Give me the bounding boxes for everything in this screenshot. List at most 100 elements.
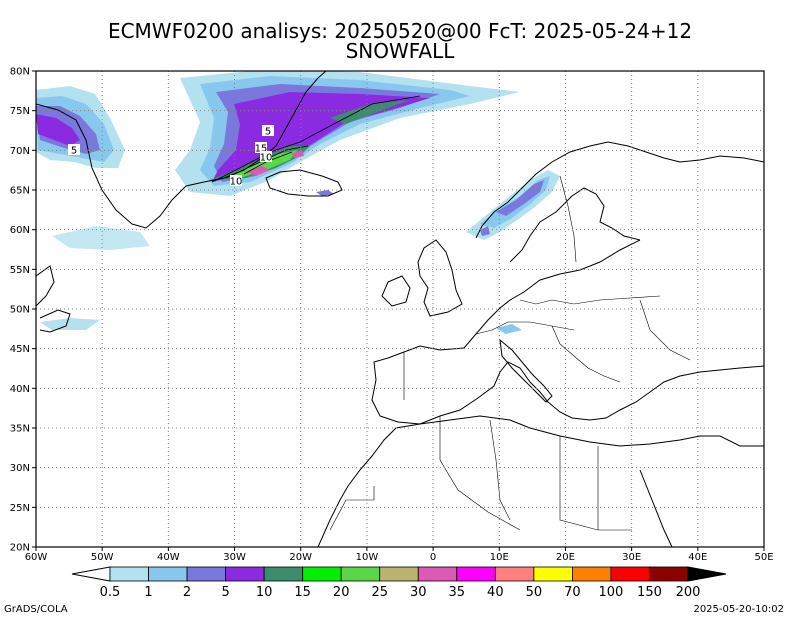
border-line <box>475 321 575 335</box>
colorbar-swatch <box>379 566 419 582</box>
colorbar-swatch <box>610 566 650 582</box>
coastline-labrador <box>36 265 55 307</box>
lat-tick-label: 50N <box>10 305 30 316</box>
snow-area-southwest-light <box>52 226 150 250</box>
coastline-italy <box>499 338 553 403</box>
lon-tick-label: 50W <box>91 552 114 563</box>
lat-tick-label: 20N <box>10 543 30 554</box>
colorbar-swatch <box>302 566 342 582</box>
colorbar-under-triangle <box>71 566 111 582</box>
colorbar-level-label: 40 <box>487 585 504 600</box>
colorbar-level-label: 15 <box>294 585 311 600</box>
border-line <box>559 175 577 263</box>
lon-tick-label: 10W <box>356 552 379 563</box>
colorbar-level-label: 30 <box>410 585 427 600</box>
border-line <box>551 325 621 383</box>
lon-tick-label: 0 <box>430 552 436 563</box>
contour-label: 5 <box>265 127 271 138</box>
contour-label-bg <box>260 151 272 162</box>
snow-area-strait-30 <box>246 150 304 176</box>
contour-label-bg <box>255 142 267 153</box>
footer-timestamp: 2025-05-20-10:02 <box>693 604 784 615</box>
contour-label: 15 <box>255 144 268 155</box>
colorbar-swatch <box>109 566 149 582</box>
contour-label-bg <box>230 175 242 186</box>
lat-tick-label: 40N <box>10 384 30 395</box>
border-line <box>439 416 521 531</box>
colorbar-swatch <box>649 566 689 582</box>
border-line <box>559 436 632 531</box>
snow-area-greenland-5 <box>36 114 80 146</box>
coastline-greenland <box>36 71 327 229</box>
colorbar-swatch <box>456 566 496 582</box>
lon-tick-label: 50E <box>754 552 773 563</box>
lon-tick-label: 10E <box>490 552 509 563</box>
colorbar-level-label: 25 <box>371 585 388 600</box>
colorbar-level-label: 1 <box>144 585 152 600</box>
lat-tick-label: 55N <box>10 265 30 276</box>
lat-tick-label: 25N <box>10 503 30 514</box>
colorbar-swatch <box>148 566 188 582</box>
border-line <box>639 299 691 361</box>
lon-tick-label: 40W <box>157 552 180 563</box>
border-line <box>329 486 375 531</box>
colorbar-level-label: 35 <box>449 585 466 600</box>
coastline-norway <box>475 141 764 239</box>
map-subtitle: SNOWFALL <box>345 39 455 63</box>
contour-label-bg <box>262 125 274 136</box>
colorbar-swatch <box>263 566 304 582</box>
lat-tick-label: 80N <box>10 67 30 78</box>
contour-label: 10 <box>230 177 243 188</box>
colorbar-swatch <box>186 566 226 582</box>
colorbar-level-label: 5 <box>221 585 229 600</box>
footer-credit: GrADS/COLA <box>4 604 68 615</box>
lat-tick-label: 30N <box>10 463 30 474</box>
contour-label-bg <box>68 144 80 155</box>
colorbar-swatch <box>417 566 458 582</box>
coastline-europe-west <box>371 239 764 425</box>
colorbar-level-label: 70 <box>564 585 581 600</box>
lat-tick-label: 70N <box>10 146 30 157</box>
snow-area-alps <box>496 324 522 334</box>
colorbar-level-label: 10 <box>256 585 273 600</box>
colorbar-level-label: 200 <box>676 585 701 600</box>
coastline-iceland <box>265 169 343 197</box>
colorbar-level-label: 100 <box>599 585 624 600</box>
colorbar-swatch <box>225 566 265 582</box>
country-borders <box>329 175 691 531</box>
contour-line <box>211 95 421 183</box>
colorbar-level-label: 50 <box>526 585 543 600</box>
colorbar-swatch <box>494 566 535 582</box>
lat-tick-label: 75N <box>10 106 30 117</box>
colorbar: 0.5 1 2 5 10 15 20 25 30 35 40 50 70 100 150 200 <box>71 566 727 600</box>
colorbar-swatch <box>340 566 381 582</box>
lon-tick-label: 20W <box>289 552 312 563</box>
border-line <box>489 419 511 521</box>
coastline-newfoundland <box>39 309 71 333</box>
graticule <box>36 71 764 547</box>
coastline-north-africa <box>317 415 764 547</box>
lon-tick-label: 40E <box>688 552 707 563</box>
snow-area-strait-10 <box>330 100 410 124</box>
colorbar-level-label: 150 <box>637 585 662 600</box>
coastline-red-sea <box>639 469 673 547</box>
colorbar-level-label: 2 <box>183 585 191 600</box>
contour-label: 10 <box>260 153 273 164</box>
axis-ticks: 60W 50W 40W 30W 20W 10W 0 10E 20E 30E 40E 50E 20N 25N… <box>10 67 774 564</box>
snow-area-scandinavia-2 <box>480 180 544 236</box>
snow-area-iceland-east <box>316 190 334 196</box>
map-title: ECMWF0200 analisys: 20250520@00 FcT: 202… <box>107 19 693 43</box>
lat-tick-label: 35N <box>10 424 30 435</box>
lon-tick-label: 30W <box>223 552 246 563</box>
coastline-ireland <box>381 275 411 307</box>
snow-area-strait-20 <box>230 150 298 178</box>
colorbar-level-label: 0.5 <box>100 585 121 600</box>
colorbar-swatch <box>572 566 612 582</box>
coastline-sweden-baltic <box>509 187 641 263</box>
colorbar-over-triangle <box>687 566 727 582</box>
colorbar-level-label: 20 <box>333 585 350 600</box>
lat-tick-label: 65N <box>10 186 30 197</box>
lat-tick-label: 45N <box>10 344 30 355</box>
